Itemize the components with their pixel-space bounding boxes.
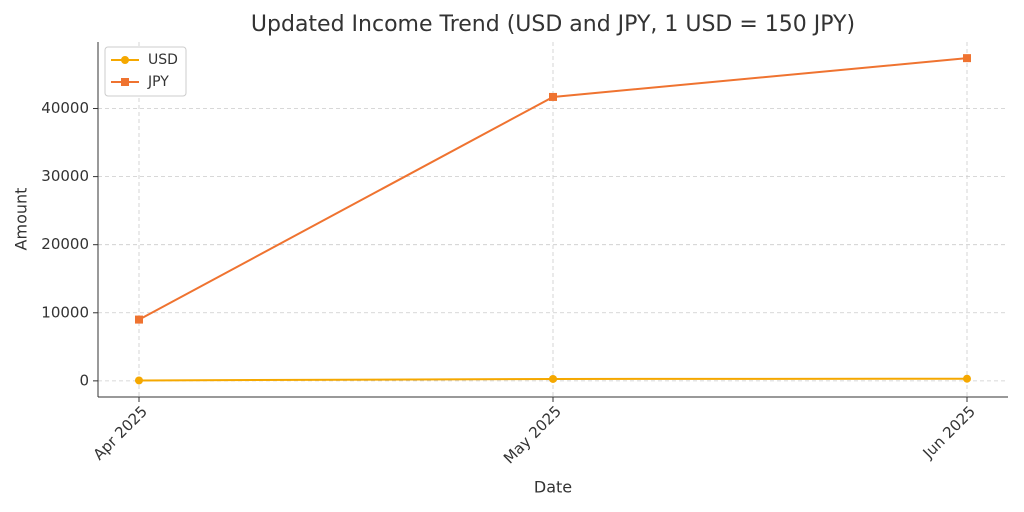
marker — [963, 54, 971, 63]
marker — [963, 374, 971, 383]
x-tick-label: May 2025 — [500, 402, 565, 467]
marker — [549, 92, 557, 101]
legend-label: JPY — [147, 74, 169, 90]
marker — [121, 78, 129, 86]
marker — [135, 315, 143, 324]
y-axis-label: Amount — [12, 188, 31, 251]
marker — [121, 56, 129, 64]
y-tick-label: 0 — [79, 371, 89, 389]
x-tick-label: Jun 2025 — [919, 402, 979, 462]
y-tick-label: 40000 — [41, 99, 89, 117]
x-axis-label: Date — [534, 478, 572, 497]
x-tick-label: Apr 2025 — [90, 402, 151, 463]
legend-label: USD — [148, 52, 178, 68]
legend: USD JPY — [104, 46, 187, 97]
marker — [135, 376, 143, 385]
chart-title: Updated Income Trend (USD and JPY, 1 USD… — [251, 12, 855, 37]
marker — [549, 374, 557, 383]
y-tick-label: 10000 — [41, 303, 89, 321]
y-tick-label: 30000 — [41, 167, 89, 185]
y-tick-label: 20000 — [41, 235, 89, 253]
